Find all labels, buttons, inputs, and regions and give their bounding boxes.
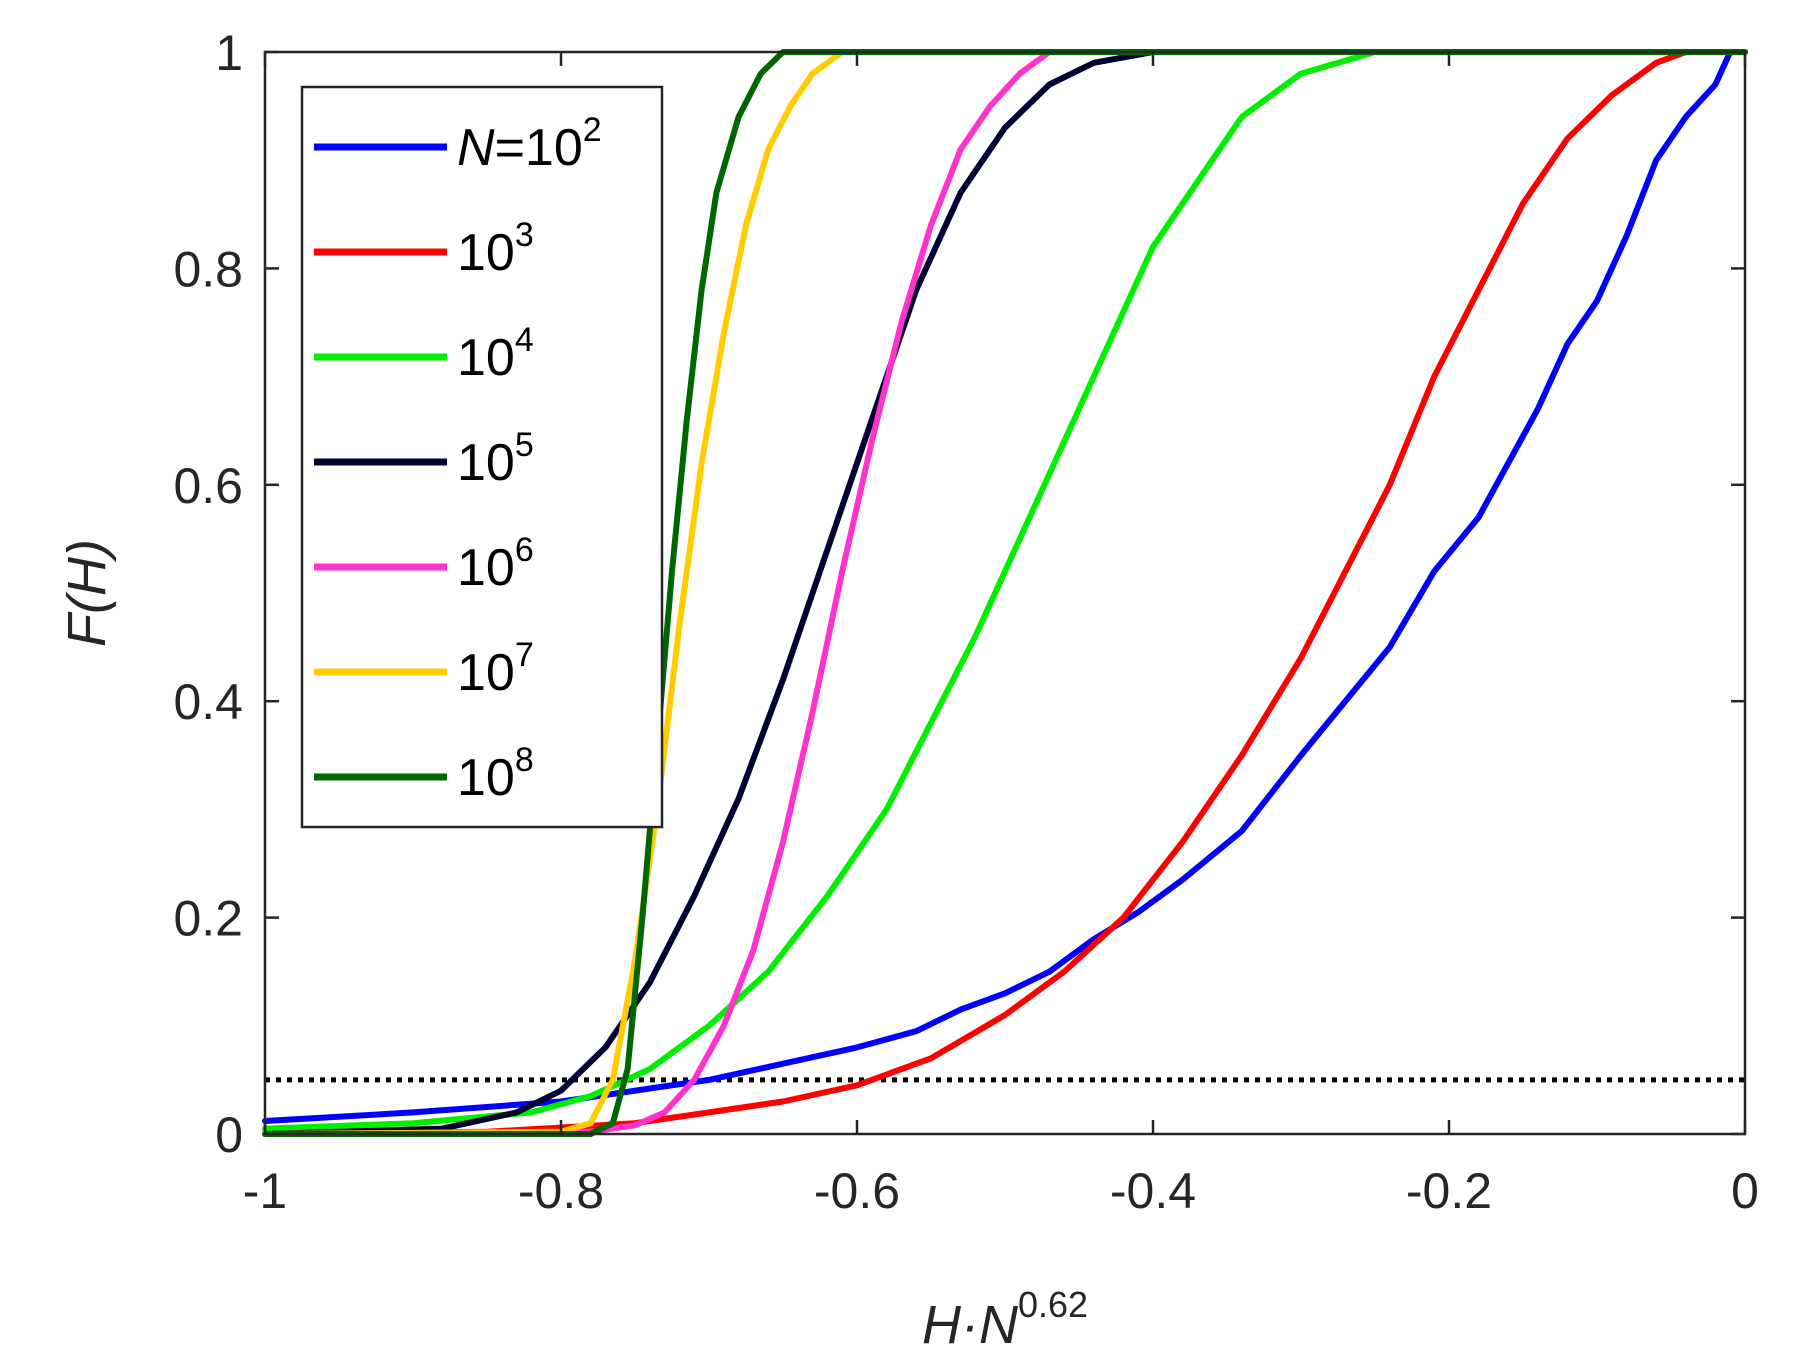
x-axis-label-base: H·N [922, 1295, 1019, 1355]
legend-label: 103 [457, 216, 534, 282]
x-tick-label: -1 [243, 1163, 287, 1219]
x-tick-label: -0.6 [814, 1163, 900, 1219]
y-tick-label: 0 [215, 1107, 243, 1163]
legend: N=102 103 104 105 106 107 108 [300, 85, 664, 829]
legend-label: N=102 [457, 111, 602, 177]
axes-box [263, 50, 1747, 1136]
series-line-6 [262, 49, 1748, 1137]
series-line-5 [262, 49, 1748, 1137]
y-tick-label: 0.2 [173, 891, 243, 947]
series-line-1 [262, 49, 1734, 1124]
series-line-2 [262, 49, 1748, 1137]
x-tick-label: -0.8 [518, 1163, 604, 1219]
x-axis-label-exponent: 0.62 [1018, 1284, 1088, 1325]
legend-label: 106 [457, 531, 534, 597]
legend-label: 104 [457, 321, 534, 387]
series-line-7 [262, 49, 1748, 1137]
x-axis-label: H·N0.62 [922, 1284, 1088, 1355]
y-tick-label: 1 [215, 25, 243, 81]
series-line-4 [262, 49, 1748, 1137]
legend-box [300, 85, 664, 829]
series-line-3 [262, 49, 1748, 1132]
y-axis-label: F(H) [57, 539, 117, 647]
x-tick-label: -0.2 [1406, 1163, 1492, 1219]
legend-label: 107 [457, 636, 534, 702]
y-tick-label: 0.4 [173, 674, 243, 730]
axes: -1 -0.8 -0.6 -0.4 -0.2 0 0 0.2 0.4 0.6 0.8 1 [173, 25, 1758, 1219]
legend-label: 105 [457, 426, 534, 492]
plot-area [262, 49, 1748, 1137]
x-tick-label: -0.4 [1110, 1163, 1196, 1219]
y-tick-label: 0.6 [173, 458, 243, 514]
legend-label: 108 [457, 741, 534, 807]
x-tick-label: 0 [1731, 1163, 1759, 1219]
y-tick-label: 0.8 [173, 241, 243, 297]
